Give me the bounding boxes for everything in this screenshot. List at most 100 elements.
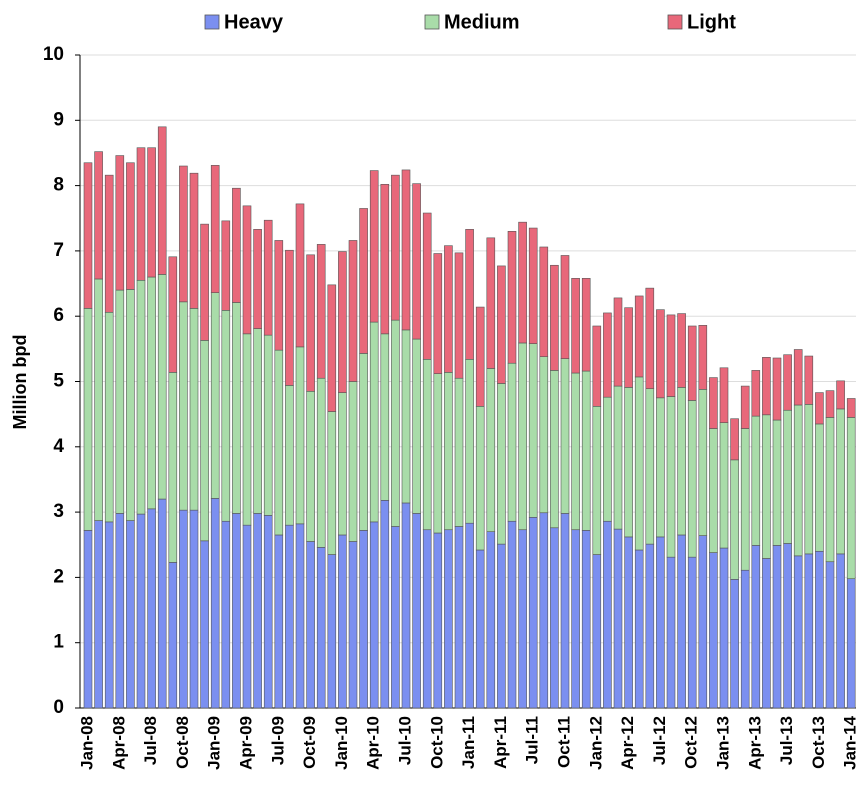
x-tick-label: Jul-09	[268, 716, 287, 765]
bar-segment	[656, 309, 665, 399]
bar-segment	[825, 390, 835, 418]
bar-segment	[433, 532, 443, 709]
bar-segment	[401, 169, 411, 331]
bar-segment	[306, 254, 315, 392]
x-tick-label: Jan-14	[841, 715, 856, 769]
bar-segment	[592, 325, 602, 407]
bar-segment	[645, 388, 655, 545]
bar-segment	[539, 246, 549, 357]
bar-segment	[497, 383, 506, 545]
bar-segment	[338, 534, 347, 709]
bar-segment	[401, 502, 411, 709]
bar-segment	[359, 208, 368, 354]
bar-segment	[232, 187, 241, 303]
bar-segment	[380, 500, 390, 709]
bar-segment	[666, 556, 676, 709]
bar-segment	[189, 509, 199, 709]
bar-segment	[253, 229, 262, 329]
bar-segment	[560, 358, 570, 514]
bar-segment	[412, 338, 421, 514]
y-tick-label: 4	[53, 436, 64, 457]
bar-segment	[740, 385, 750, 429]
bar-segment	[709, 552, 718, 709]
bar-segment	[263, 334, 273, 516]
bar-segment	[348, 240, 358, 382]
bar-segment	[444, 372, 453, 531]
x-tick-label: Oct-09	[300, 716, 319, 769]
bar-segment	[306, 390, 315, 542]
bar-segment	[115, 155, 125, 291]
bar-segment	[497, 543, 506, 709]
bar-segment	[369, 170, 379, 323]
bar-segment	[221, 520, 231, 709]
bar-segment	[772, 545, 782, 709]
bar-segment	[157, 498, 167, 709]
x-tick-label: Jan-09	[205, 716, 224, 770]
bar-segment	[83, 530, 93, 709]
bar-segment	[147, 147, 156, 278]
bar-segment	[634, 549, 644, 709]
bar-segment	[179, 165, 188, 303]
bar-segment	[507, 362, 517, 522]
bar-segment	[147, 276, 156, 510]
bar-segment	[486, 368, 496, 532]
bar-segment	[369, 321, 379, 523]
bar-segment	[719, 422, 729, 549]
bar-segment	[698, 535, 708, 709]
bar-segment	[380, 333, 390, 501]
x-tick-label: Jul-12	[650, 716, 669, 765]
bar-segment	[581, 370, 591, 531]
bar-segment	[253, 513, 262, 709]
bar-segment	[338, 392, 347, 536]
bar-segment	[751, 545, 761, 709]
bar-segment	[613, 297, 623, 387]
bar-segment	[550, 370, 559, 529]
bar-segment	[666, 396, 676, 558]
bar-segment	[433, 253, 443, 374]
bar-segment	[656, 536, 665, 709]
bar-segment	[518, 342, 527, 531]
bar-segment	[762, 414, 771, 559]
y-tick-label: 3	[53, 501, 64, 522]
bar-segment	[804, 404, 814, 555]
bar-segment	[316, 244, 326, 379]
bar-segment	[200, 340, 209, 542]
bar-segment	[613, 528, 623, 709]
bar-segment	[815, 423, 824, 552]
y-tick-label: 0	[53, 697, 64, 718]
bar-segment	[751, 370, 761, 417]
bar-segment	[815, 392, 824, 425]
bar-segment	[306, 541, 315, 709]
bar-segment	[126, 162, 135, 290]
bar-segment	[263, 219, 273, 336]
x-tick-label: Apr-12	[618, 716, 637, 770]
bar-segment	[709, 377, 718, 429]
bar-segment	[719, 547, 729, 709]
bar-segment	[772, 357, 782, 421]
bar-segment	[825, 417, 835, 563]
bar-segment	[645, 287, 655, 389]
bar-segment	[613, 385, 623, 530]
bar-segment	[528, 227, 538, 344]
bar-segment	[687, 325, 697, 401]
bar-segment	[836, 380, 845, 410]
bar-segment	[147, 508, 156, 709]
bar-segment	[348, 541, 358, 709]
bar-segment	[348, 381, 358, 542]
bar-segment	[698, 389, 708, 536]
bar-segment	[422, 529, 432, 709]
bar-segment	[295, 523, 305, 709]
y-tick-label: 5	[53, 371, 64, 392]
bar-segment	[316, 377, 326, 548]
bar-segment	[730, 459, 739, 580]
bar-segment	[783, 543, 792, 709]
bar-segment	[666, 314, 676, 397]
bar-segment	[157, 274, 167, 500]
bar-segment	[295, 203, 305, 348]
bar-segment	[221, 220, 231, 311]
x-tick-label: Jul-11	[523, 716, 542, 764]
bar-segment	[836, 553, 845, 709]
bar-segment	[444, 245, 453, 373]
x-tick-label: Jan-10	[332, 716, 351, 770]
